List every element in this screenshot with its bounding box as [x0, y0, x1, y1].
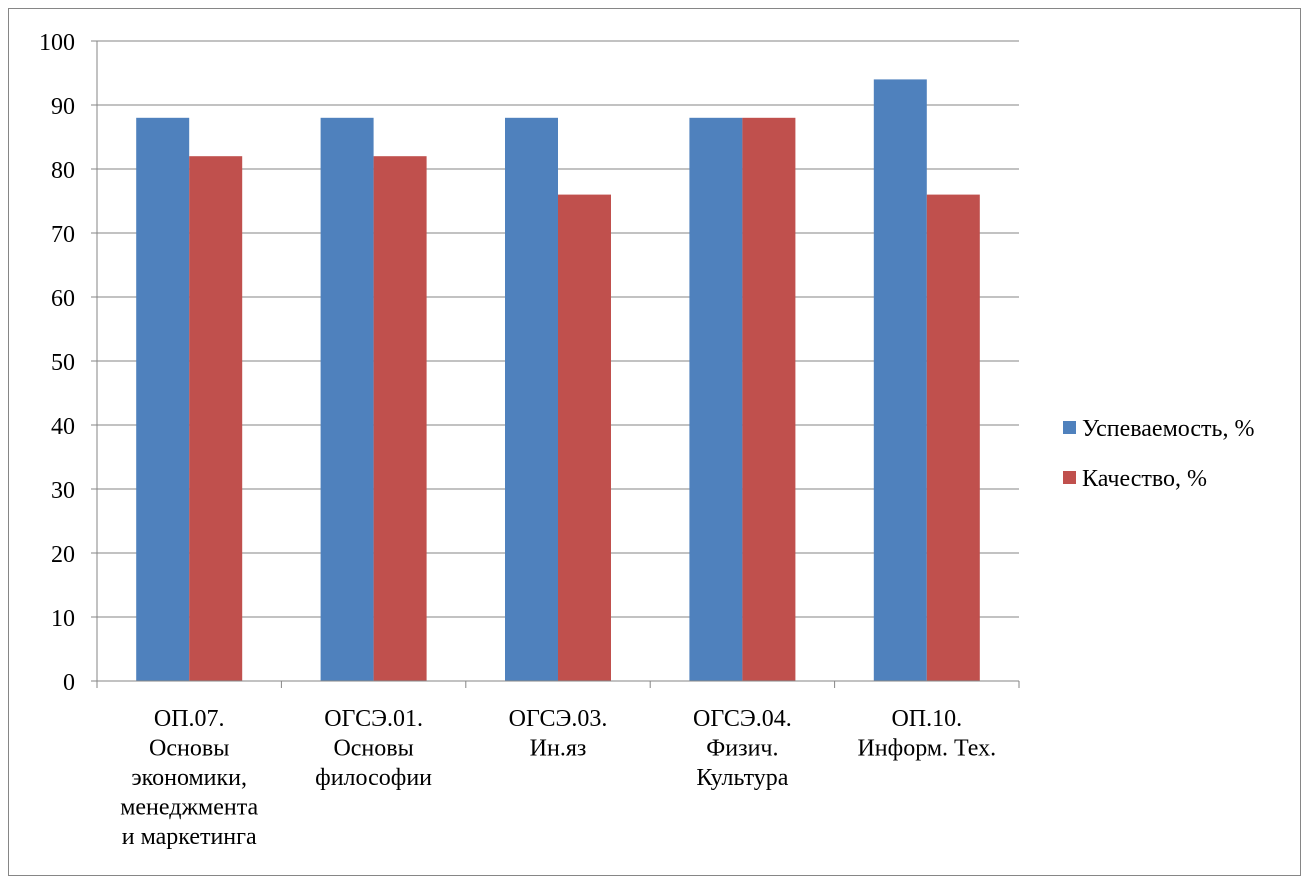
x-category-label: ОГСЭ.04. Физич. Культура	[693, 706, 792, 791]
bar-uspevaemost	[505, 117, 558, 682]
bar-kachestvo	[742, 117, 796, 682]
legend-label: Качество, %	[1082, 466, 1207, 492]
bar-uspevaemost	[136, 117, 190, 682]
x-category-label-line: Физич.	[706, 736, 778, 762]
legend-label: Успеваемость, %	[1082, 416, 1254, 442]
y-tick-label: 0	[63, 670, 75, 696]
x-category-label-line: Культура	[696, 765, 788, 791]
x-category-label-line: Ин.яз	[530, 736, 587, 762]
x-category-label-line: Основы	[149, 736, 229, 762]
x-category-label: ОГСЭ.03. Ин.яз	[509, 706, 608, 762]
y-tick-label: 80	[51, 158, 75, 184]
x-category-label-line: ОГСЭ.03.	[509, 706, 608, 732]
x-category-label: ОП.10. Информ. Тех.	[857, 706, 996, 762]
x-category-label-line: Информ. Тех.	[857, 736, 996, 762]
bar-uspevaemost	[873, 79, 927, 681]
bar-kachestvo	[558, 194, 611, 681]
y-tick-label: 30	[51, 478, 75, 504]
x-category-label-line: философии	[315, 765, 432, 791]
y-tick-label: 10	[51, 606, 75, 632]
y-tick-label: 20	[51, 542, 75, 568]
x-category-label-line: ОП.07.	[154, 706, 225, 732]
x-category-label: ОП.07. Основы экономики, менеджмента и марке…	[120, 706, 258, 850]
y-tick-label: 90	[51, 94, 75, 120]
y-tick-label: 70	[51, 222, 75, 248]
y-tick-label: 40	[51, 414, 75, 440]
legend-swatch	[1063, 421, 1076, 434]
legend-swatch	[1063, 471, 1076, 484]
x-category-label-line: ОП.10.	[891, 706, 962, 732]
bar-uspevaemost	[689, 117, 743, 682]
y-tick-label: 100	[39, 30, 75, 56]
bar-kachestvo	[373, 156, 427, 681]
y-tick-label: 50	[51, 350, 75, 376]
x-category-label: ОГСЭ.01. Основы философии	[315, 706, 432, 791]
bar-kachestvo	[926, 194, 980, 681]
x-category-label-line: Основы	[333, 736, 413, 762]
x-category-label-line: ОГСЭ.01.	[324, 706, 423, 732]
x-category-label-line: менеджмента	[120, 795, 258, 821]
x-category-label-line: экономики,	[131, 765, 247, 791]
bar-uspevaemost	[320, 117, 374, 682]
bar-kachestvo	[189, 156, 243, 681]
x-category-label-line: ОГСЭ.04.	[693, 706, 792, 732]
x-category-label-line: и маркетинга	[122, 824, 257, 850]
y-tick-label: 60	[51, 286, 75, 312]
